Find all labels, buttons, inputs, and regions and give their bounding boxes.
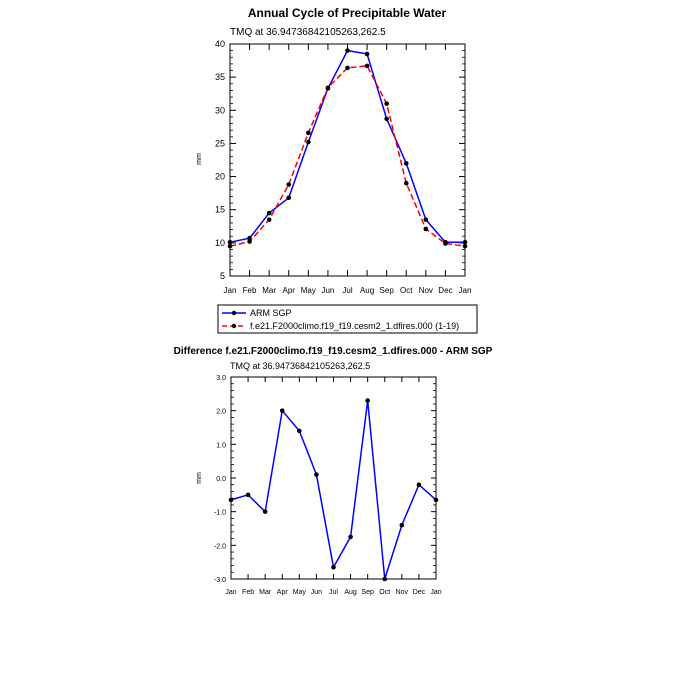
x-tick-label: Oct [379,589,390,596]
x-tick-label: Aug [344,589,357,596]
axis-ticks [229,43,466,277]
y-tick-label: -1.0 [214,510,226,517]
y-tick-label: 3.0 [216,375,226,382]
x-tick-labels: Jan Feb Mar Apr May Jun Jul Aug Sep Oct Nov Dec Jan [224,286,472,295]
y-tick-label: 30 [215,105,225,115]
x-tick-label: Oct [400,286,413,295]
legend-marker-model [231,323,237,329]
x-tick-label: Aug [360,286,374,295]
x-tick-label: Apr [283,286,296,295]
data-point [399,522,405,528]
data-point [365,398,370,403]
y-tick-label: 35 [215,72,225,82]
data-point [423,226,429,232]
x-tick-label: Jun [311,589,322,596]
y-tick-label: 2.0 [216,409,226,416]
chart-title: Difference f.e21.F2000climo.f19_f19.cesm… [174,346,493,357]
data-point [266,217,272,222]
data-point [345,65,350,71]
data-point [286,195,292,201]
data-point [416,482,422,488]
x-tick-label: Feb [243,286,257,295]
data-point [345,48,350,53]
x-tick-label: Sep [380,286,395,295]
legend: ARM SGP f.e21.F2000climo.f19_f19.cesm2_1… [217,304,478,334]
data-point [262,509,268,514]
axis-ticks [230,376,437,580]
x-tick-label: Jan [224,286,237,295]
series-line-0 [230,400,437,580]
data-point [443,241,448,246]
data-point [384,116,389,122]
data-point [348,534,353,540]
x-tick-label: Apr [277,589,289,596]
x-tick-label: Jun [321,286,334,295]
x-tick-label: May [293,589,307,596]
y-tick-label: -3.0 [214,577,226,584]
data-point [325,85,331,91]
y-tick-label: -2.0 [214,543,226,550]
y-tick-label: 0.0 [216,476,226,483]
y-tick-label: 10 [215,238,225,248]
annual-cycle-panel: Annual Cycle of Precipitable Water TMQ a… [196,6,471,295]
data-point [306,139,311,145]
y-tick-label: 20 [215,172,225,182]
data-point [331,564,336,570]
x-tick-label: Jan [430,589,441,596]
data-point [286,182,292,187]
x-tick-label: Mar [259,589,272,596]
x-tick-label: Jan [225,589,236,596]
data-point [384,101,389,106]
x-tick-label: Dec [438,286,452,295]
x-tick-label: Feb [242,589,254,596]
x-tick-label: Jul [342,286,352,295]
x-tick-label: Sep [361,589,374,596]
y-tick-label: 15 [215,205,225,215]
data-point [245,492,251,498]
x-tick-label: Dec [413,589,426,596]
y-tick-label: 5 [220,271,225,281]
chart-subtitle: TMQ at 36.94736842105263,262.5 [230,27,386,38]
data-point [423,217,429,222]
legend-label-model: f.e21.F2000climo.f19_f19.cesm2_1.dfires.… [250,321,459,331]
x-tick-label: Jan [459,286,472,295]
plot-frame [229,43,466,277]
chart-title: Annual Cycle of Precipitable Water [248,6,447,20]
y-axis-label: mm [196,472,203,484]
y-tick-labels: 5 10 15 20 25 30 35 40 [215,39,225,281]
y-tick-label: 25 [215,138,225,148]
legend-label-arm-sgp: ARM SGP [250,308,292,318]
data-point [314,472,319,477]
plot-frame [230,376,437,580]
chart-subtitle: TMQ at 36.94736842105263,262.5 [230,361,370,371]
x-tick-label: Jul [329,589,338,596]
data-point [364,63,370,69]
legend-box [217,304,478,334]
x-tick-label: Nov [419,286,433,295]
x-tick-label: Nov [396,589,409,596]
data-point [364,51,370,57]
data-point [247,239,252,244]
y-axis-label: mm [196,153,203,165]
y-tick-label: 1.0 [216,442,226,449]
data-point [279,408,285,413]
series-group [228,398,439,582]
x-tick-labels: Jan Feb Mar Apr May Jun Jul Aug Sep Oct Nov Dec Jan [225,589,441,596]
data-point [306,130,311,136]
x-tick-label: Mar [262,286,276,295]
y-tick-labels: -3.0 -2.0 -1.0 0.0 1.0 2.0 3.0 [214,375,226,584]
series-line-0 [229,49,465,243]
x-tick-label: May [301,286,316,295]
data-point [266,210,272,216]
data-point [403,180,409,186]
y-tick-label: 40 [215,39,225,49]
series-group [227,48,468,249]
legend-marker-arm-sgp [231,310,237,316]
difference-panel: Difference f.e21.F2000climo.f19_f19.cesm… [174,346,493,596]
data-point [403,161,409,166]
data-point [297,428,302,434]
